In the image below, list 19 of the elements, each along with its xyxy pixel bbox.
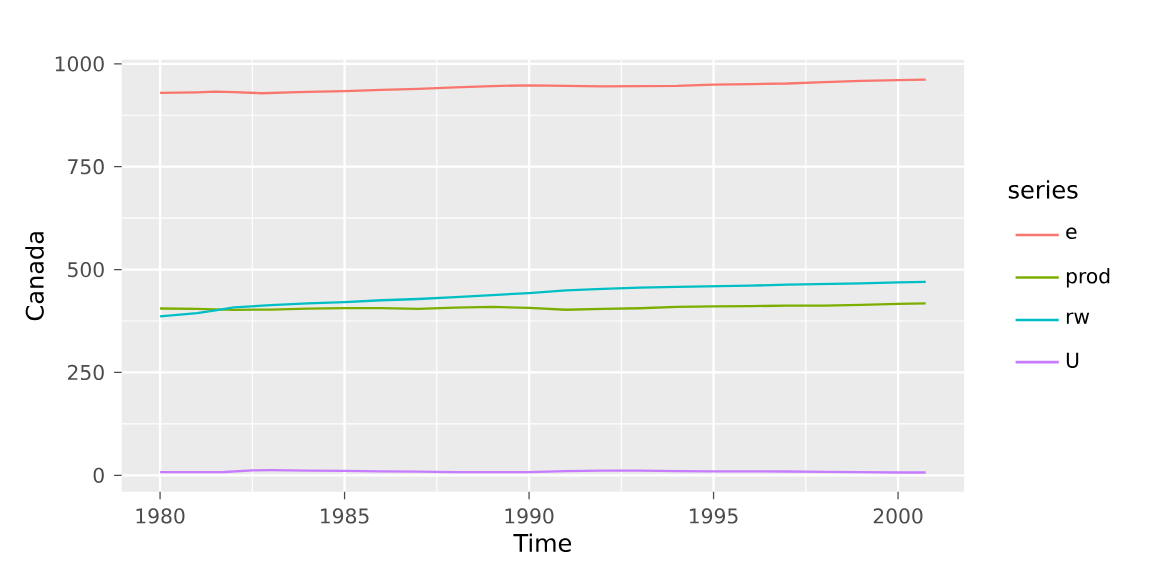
x-tick-label: 2000 (873, 508, 923, 524)
y-axis-title: Canada (25, 232, 44, 321)
x-tick-label: 1995 (690, 508, 738, 524)
legend-label: prod (1066, 267, 1110, 288)
legend-title: series (1008, 180, 1078, 199)
y-tick-label: 750 (68, 159, 104, 175)
x-tick-label: 1990 (505, 508, 554, 524)
x-tick-label: 1985 (321, 508, 369, 524)
line-series (158, 302, 927, 312)
y-tick-label: 1000 (55, 56, 104, 72)
y-tick-label: 500 (68, 261, 104, 278)
y-tick-label: 250 (67, 364, 104, 381)
x-tick-label: 1980 (136, 508, 185, 524)
line-series (158, 78, 927, 95)
y-tick-label: 0 (93, 467, 104, 483)
legend-label: e (1066, 227, 1077, 240)
legend-label: rw (1066, 312, 1090, 324)
x-axis-title: Time (513, 533, 572, 553)
legend-label: U (1066, 352, 1079, 368)
